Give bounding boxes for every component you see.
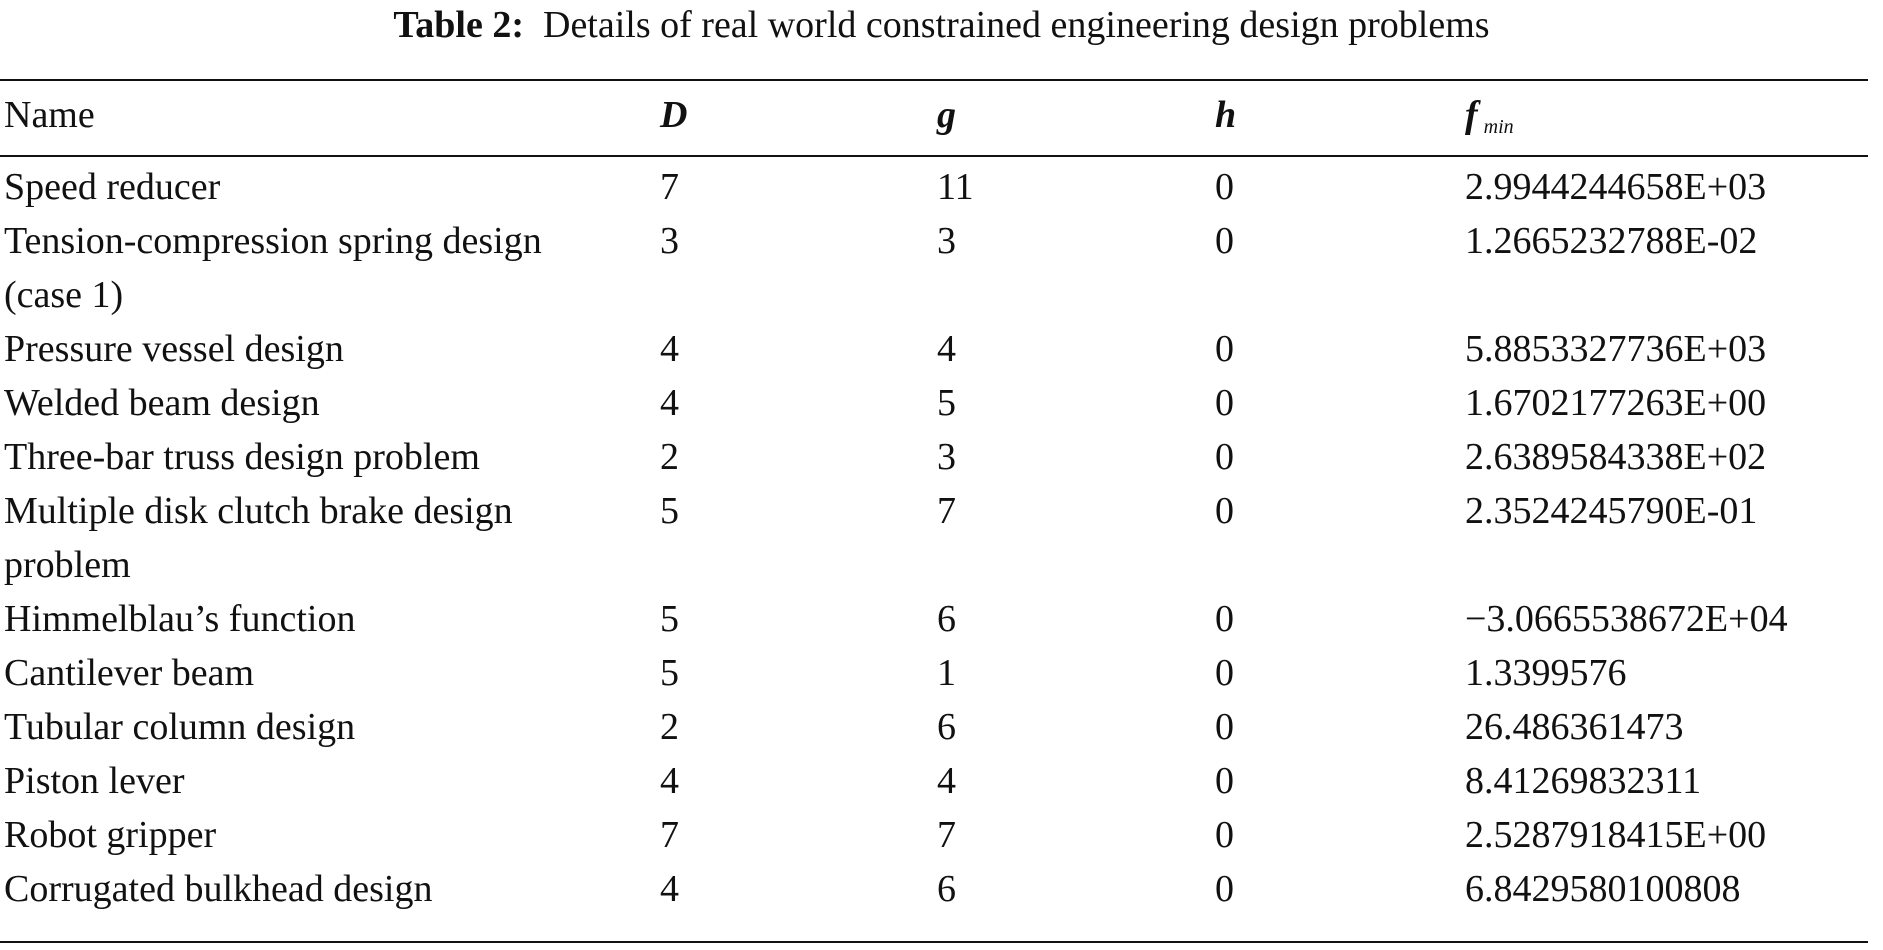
cell-d: 5 [660,598,679,640]
cell-g: 7 [937,814,956,856]
table-row: Pressure vessel design 4 4 0 5.8853327736E+0… [4,322,1788,376]
cell-d: 2 [660,436,679,478]
bottom-rule [0,941,1868,943]
cell-fmin: 1.3399576 [1465,652,1627,694]
header-rule [0,155,1868,157]
cell-name: Himmelblau’s function [4,598,356,640]
cell-g: 3 [937,220,956,262]
table-row: Welded beam design 4 5 0 1.6702177263E+00 [4,376,1788,430]
cell-h: 0 [1215,166,1234,208]
table-row: Tubular column design 2 6 0 26.486361473 [4,700,1788,754]
cell-g: 6 [937,868,956,910]
cell-fmin: 26.486361473 [1465,706,1684,748]
cell-h: 0 [1215,652,1234,694]
problems-table: Speed reducer 7 11 0 2.9944244658E+03 Tension… [4,160,1788,916]
cell-name: Piston lever [4,760,185,802]
cell-g: 4 [937,760,956,802]
cell-g: 11 [937,166,974,208]
cell-fmin: 2.9944244658E+03 [1465,166,1767,208]
cell-h: 0 [1215,436,1234,478]
cell-h: 0 [1215,328,1234,370]
cell-g: 6 [937,706,956,748]
cell-h: 0 [1215,868,1234,910]
header-name: Name [4,94,95,136]
cell-d: 4 [660,382,679,424]
cell-h: 0 [1215,220,1234,262]
cell-d: 4 [660,760,679,802]
cell-d: 7 [660,166,679,208]
cell-fmin: 2.5287918415E+00 [1465,814,1767,856]
table-row: Multiple disk clutch brake design proble… [4,484,1788,592]
table-caption: Table 2: Details of real world constrain… [0,0,1883,50]
cell-name: Pressure vessel design [4,328,344,370]
cell-fmin: −3.0665538672E+04 [1465,598,1788,640]
cell-fmin: 5.8853327736E+03 [1465,328,1767,370]
header-h: h [1215,94,1237,136]
table-row: Himmelblau’s function 5 6 0 −3.0665538672E+0… [4,592,1788,646]
cell-d: 4 [660,868,679,910]
header-g: g [937,94,956,136]
cell-d: 7 [660,814,679,856]
cell-fmin: 1.2665232788E-02 [1465,220,1758,262]
table-row: Corrugated bulkhead design 4 6 0 6.842958010… [4,862,1788,916]
cell-d: 3 [660,220,679,262]
caption-label: Table 2: [393,4,524,46]
cell-fmin: 6.8429580100808 [1465,868,1741,910]
cell-fmin: 8.41269832311 [1465,760,1702,802]
cell-name: Tension-compression spring design (case … [4,220,542,316]
cell-g: 5 [937,382,956,424]
caption-text: Details of real world constrained engine… [543,4,1490,46]
cell-g: 3 [937,436,956,478]
cell-g: 7 [937,490,956,532]
cell-fmin: 2.3524245790E-01 [1465,490,1758,532]
cell-name: Multiple disk clutch brake design proble… [4,490,513,586]
table-header: Name D g h f min [4,88,1883,142]
header-d: D [660,94,688,136]
cell-h: 0 [1215,382,1234,424]
cell-name: Tubular column design [4,706,356,748]
cell-g: 6 [937,598,956,640]
cell-d: 4 [660,328,679,370]
table-row: Three-bar truss design problem 2 3 0 2.63895… [4,430,1788,484]
cell-fmin: 1.6702177263E+00 [1465,382,1767,424]
table-row: Robot gripper 7 7 0 2.5287918415E+00 [4,808,1788,862]
table-row: Tension-compression spring design (case … [4,214,1788,322]
cell-h: 0 [1215,814,1234,856]
cell-g: 4 [937,328,956,370]
cell-g: 1 [937,652,956,694]
cell-d: 2 [660,706,679,748]
cell-name: Welded beam design [4,382,320,424]
table-row: Piston lever 4 4 0 8.41269832311 [4,754,1788,808]
cell-name: Speed reducer [4,166,221,208]
cell-d: 5 [660,490,679,532]
cell-h: 0 [1215,706,1234,748]
table-row: Cantilever beam 5 1 0 1.3399576 [4,646,1788,700]
cell-name: Robot gripper [4,814,217,856]
table-row: Speed reducer 7 11 0 2.9944244658E+03 [4,160,1788,214]
cell-d: 5 [660,652,679,694]
cell-name: Corrugated bulkhead design [4,868,433,910]
header-fmin: f min [1465,94,1514,138]
cell-name: Cantilever beam [4,652,255,694]
cell-fmin: 2.6389584338E+02 [1465,436,1767,478]
cell-h: 0 [1215,760,1234,802]
cell-name: Three-bar truss design problem [4,436,480,478]
cell-h: 0 [1215,598,1234,640]
top-rule [0,79,1868,81]
cell-h: 0 [1215,490,1234,532]
